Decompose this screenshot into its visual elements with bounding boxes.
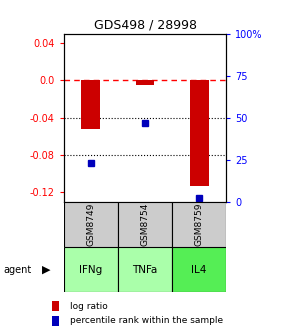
- Bar: [118, 247, 172, 292]
- Bar: [172, 202, 226, 247]
- Text: ▶: ▶: [42, 265, 51, 275]
- Bar: [172, 247, 226, 292]
- Text: GDS498 / 28998: GDS498 / 28998: [93, 19, 197, 32]
- Text: GSM8759: GSM8759: [195, 203, 204, 246]
- Text: IFNg: IFNg: [79, 265, 102, 275]
- Text: GSM8749: GSM8749: [86, 203, 95, 246]
- Bar: [135, 80, 155, 85]
- Text: IL4: IL4: [191, 265, 207, 275]
- Bar: [64, 202, 118, 247]
- Text: percentile rank within the sample: percentile rank within the sample: [70, 317, 223, 325]
- Bar: [81, 80, 100, 129]
- Text: TNFa: TNFa: [132, 265, 158, 275]
- Bar: [52, 301, 59, 311]
- Bar: [52, 316, 59, 326]
- Bar: [118, 202, 172, 247]
- Bar: [64, 247, 118, 292]
- Text: GSM8754: GSM8754: [140, 203, 150, 246]
- Text: agent: agent: [3, 265, 31, 275]
- Bar: [190, 80, 209, 186]
- Text: log ratio: log ratio: [70, 302, 107, 310]
